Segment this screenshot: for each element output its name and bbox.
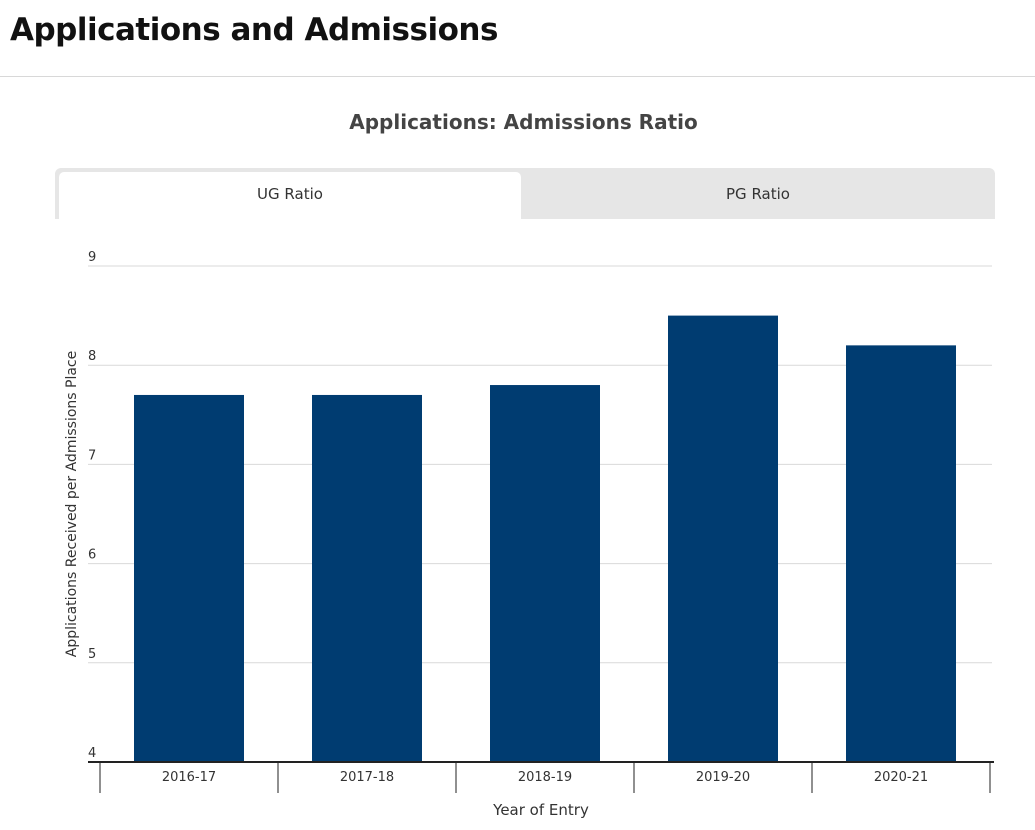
x-tick-label: 2019-20: [696, 770, 750, 785]
y-tick-label: 4: [88, 746, 96, 761]
bar: [134, 394, 244, 762]
chart-tabs: UG Ratio PG Ratio: [55, 168, 995, 219]
x-tick-label: 2018-19: [518, 770, 572, 785]
tab-ug-ratio[interactable]: UG Ratio: [59, 172, 521, 219]
y-tick-label: 9: [88, 250, 96, 265]
x-tick-label: 2017-18: [340, 770, 394, 785]
bar: [490, 385, 600, 762]
bar: [312, 394, 422, 762]
y-tick-label: 7: [88, 448, 96, 463]
page-title: Applications and Admissions: [10, 12, 498, 48]
bar: [668, 315, 778, 762]
x-tick-label: 2020-21: [874, 770, 928, 785]
bar: [846, 345, 956, 762]
title-divider: [0, 76, 1035, 77]
y-axis-title: Applications Received per Admissions Pla…: [64, 351, 80, 657]
y-tick-label: 6: [88, 548, 96, 563]
chart-title: Applications: Admissions Ratio: [349, 110, 698, 134]
x-axis-title: Year of Entry: [492, 801, 589, 819]
y-tick-label: 5: [88, 647, 96, 662]
x-tick-label: 2016-17: [162, 770, 216, 785]
y-tick-label: 8: [88, 349, 96, 364]
tab-pg-ratio[interactable]: PG Ratio: [726, 185, 790, 203]
